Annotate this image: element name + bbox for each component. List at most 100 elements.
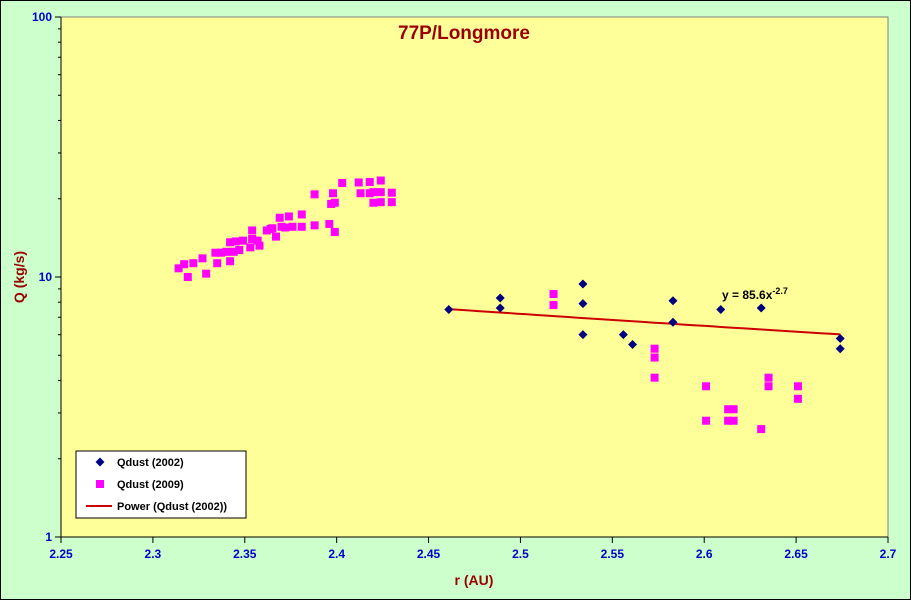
- point-qdust-2009: [198, 254, 207, 263]
- point-qdust-2009: [328, 189, 337, 198]
- point-qdust-2009: [229, 247, 238, 256]
- point-qdust-2009: [369, 188, 378, 197]
- point-qdust-2009: [356, 189, 365, 198]
- point-qdust-2009: [729, 416, 738, 425]
- point-qdust-2009: [284, 212, 293, 221]
- point-qdust-2009: [650, 373, 659, 382]
- point-qdust-2009: [202, 269, 211, 278]
- point-qdust-2009: [281, 223, 290, 232]
- point-qdust-2009: [222, 247, 231, 256]
- point-qdust-2009: [248, 235, 257, 244]
- point-qdust-2002: [628, 340, 638, 350]
- point-qdust-2009: [376, 188, 385, 197]
- x-tick-label: 2.35: [233, 547, 257, 561]
- point-qdust-2009: [793, 382, 802, 391]
- x-tick-label: 2.4: [328, 547, 345, 561]
- point-qdust-2009: [238, 236, 247, 245]
- y-tick-label: 10: [39, 270, 53, 284]
- point-qdust-2009: [387, 188, 396, 197]
- legend-marker-2009: [96, 480, 104, 488]
- y-axis-title: Q (kg/s): [11, 251, 27, 303]
- point-qdust-2009: [226, 257, 235, 266]
- point-qdust-2009: [246, 243, 255, 252]
- point-qdust-2009: [253, 236, 262, 245]
- legend-marker-2002: [95, 457, 105, 467]
- point-qdust-2002: [618, 330, 628, 340]
- point-qdust-2002: [495, 303, 505, 313]
- axes: 2.25 2.3 2.35 2.4 2.45 2.5 2.55 2.6 2.65 2.7 1 10 10…: [32, 10, 897, 561]
- point-qdust-2009: [216, 248, 225, 257]
- point-qdust-2009: [376, 198, 385, 207]
- point-qdust-2002: [578, 279, 588, 289]
- point-qdust-2009: [729, 405, 738, 414]
- point-qdust-2009: [189, 259, 198, 268]
- point-qdust-2002: [756, 303, 766, 313]
- x-tick-label: 2.6: [696, 547, 713, 561]
- point-qdust-2002: [495, 293, 505, 303]
- point-qdust-2009: [297, 210, 306, 219]
- trendline-equation-base: y = 85.6x: [722, 288, 773, 302]
- point-qdust-2009: [650, 353, 659, 362]
- point-qdust-2009: [330, 198, 339, 207]
- point-qdust-2009: [268, 224, 277, 233]
- point-qdust-2009: [275, 213, 284, 222]
- point-qdust-2009: [757, 425, 766, 434]
- point-qdust-2009: [724, 416, 733, 425]
- x-tick-label: 2.45: [417, 547, 441, 561]
- point-qdust-2009: [255, 241, 264, 250]
- point-qdust-2002: [578, 330, 588, 340]
- point-qdust-2009: [365, 177, 374, 186]
- point-qdust-2009: [310, 221, 319, 230]
- point-qdust-2009: [213, 259, 222, 268]
- point-qdust-2002: [835, 334, 845, 344]
- point-qdust-2009: [764, 373, 773, 382]
- x-tick-label: 2.55: [601, 547, 625, 561]
- x-axis-title: r (AU): [455, 572, 494, 588]
- point-qdust-2009: [180, 260, 189, 269]
- x-tick-label: 2.65: [784, 547, 808, 561]
- point-qdust-2009: [325, 219, 334, 228]
- legend-label-power: Power (Qdust (2002)): [117, 501, 227, 513]
- plot-area: [60, 16, 889, 538]
- point-qdust-2009: [330, 227, 339, 236]
- trendline-equation-exponent: -2.7: [772, 286, 788, 296]
- point-qdust-2009: [702, 416, 711, 425]
- legend-markers: [86, 457, 112, 507]
- point-qdust-2009: [248, 226, 257, 235]
- point-qdust-2009: [288, 222, 297, 231]
- point-qdust-2009: [650, 344, 659, 353]
- point-qdust-2002: [835, 344, 845, 354]
- point-qdust-2009: [272, 232, 281, 241]
- point-qdust-2009: [724, 405, 733, 414]
- legend: Qdust (2002) Qdust (2009) Power (Qdust (…: [75, 450, 247, 519]
- point-qdust-2009: [549, 301, 558, 310]
- point-qdust-2002: [716, 304, 726, 314]
- trendline-power: [448, 308, 841, 336]
- point-qdust-2002: [444, 304, 454, 314]
- legend-label-2002: Qdust (2002): [117, 457, 184, 469]
- point-qdust-2009: [338, 178, 347, 187]
- y-tick-label: 1: [45, 530, 52, 544]
- chart-title: 77P/Longmore: [398, 23, 530, 44]
- point-qdust-2009: [174, 264, 183, 273]
- point-qdust-2009: [235, 246, 244, 255]
- y-tick-label: 100: [32, 10, 52, 24]
- point-qdust-2002: [668, 317, 678, 327]
- point-qdust-2009: [549, 290, 558, 299]
- legend-label-2009: Qdust (2009): [117, 479, 184, 491]
- point-qdust-2009: [376, 176, 385, 185]
- point-qdust-2009: [183, 273, 192, 281]
- data-marks: [174, 176, 845, 434]
- point-qdust-2002: [578, 299, 588, 309]
- point-qdust-2009: [764, 382, 773, 391]
- x-tick-label: 2.3: [145, 547, 162, 561]
- point-qdust-2009: [369, 198, 378, 207]
- point-qdust-2009: [297, 222, 306, 231]
- point-qdust-2009: [354, 178, 363, 187]
- point-qdust-2002: [668, 296, 678, 306]
- x-tick-label: 2.25: [49, 547, 73, 561]
- point-qdust-2009: [387, 198, 396, 207]
- x-tick-label: 2.7: [880, 547, 897, 561]
- point-qdust-2009: [793, 394, 802, 403]
